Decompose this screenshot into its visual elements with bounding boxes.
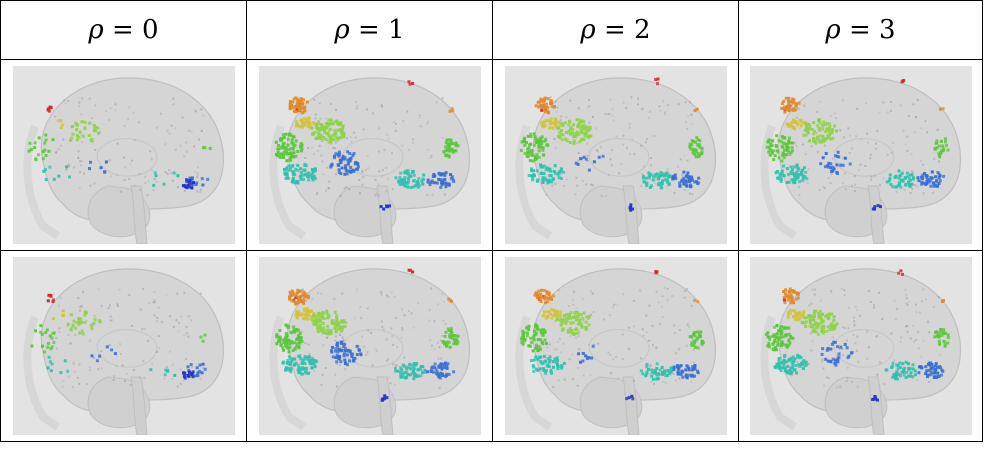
image-row-1 (0, 59, 983, 251)
brain-image-r1-c3 (749, 66, 972, 244)
brain-silhouette (515, 268, 716, 435)
active-voxels (764, 269, 950, 402)
brain-image-r2-c2 (504, 257, 727, 435)
gray-voxels (790, 98, 940, 196)
column-header-rho-1: ρ = 1 (246, 0, 493, 60)
active-voxels (274, 80, 459, 211)
active-voxels (29, 293, 207, 380)
column-header-rho-3: ρ = 3 (738, 0, 983, 60)
image-row-2 (0, 250, 983, 442)
brain-silhouette (23, 77, 224, 244)
brain-cell (492, 250, 739, 442)
brain-cell (0, 59, 247, 251)
column-header-rho-0: ρ = 0 (0, 0, 247, 60)
gray-voxels (53, 97, 204, 197)
active-voxels (765, 78, 949, 211)
active-voxels (519, 270, 705, 401)
brain-image-r1-c2 (504, 66, 727, 244)
active-voxels (27, 105, 212, 190)
brain-cell (0, 250, 247, 442)
brain-silhouette (269, 268, 470, 435)
brain-image-r1-c1 (258, 66, 481, 244)
brain-image-r2-c3 (749, 257, 972, 435)
brain-cell (246, 59, 493, 251)
brain-image-r2-c0 (12, 257, 235, 435)
brain-cell (246, 250, 493, 442)
brain-cell (738, 250, 983, 442)
gray-voxels (790, 287, 941, 389)
brain-silhouette (23, 268, 224, 435)
active-voxels (519, 77, 704, 212)
column-header-rho-2: ρ = 2 (492, 0, 739, 60)
figure-table: ρ = 0 ρ = 1 ρ = 2 ρ = 3 (0, 0, 983, 442)
brain-cell (738, 59, 983, 251)
active-voxels (274, 268, 459, 402)
brain-image-r1-c0 (12, 66, 235, 244)
header-row: ρ = 0 ρ = 1 ρ = 2 ρ = 3 (0, 0, 983, 60)
brain-cell (492, 59, 739, 251)
brain-image-r2-c1 (258, 257, 481, 435)
